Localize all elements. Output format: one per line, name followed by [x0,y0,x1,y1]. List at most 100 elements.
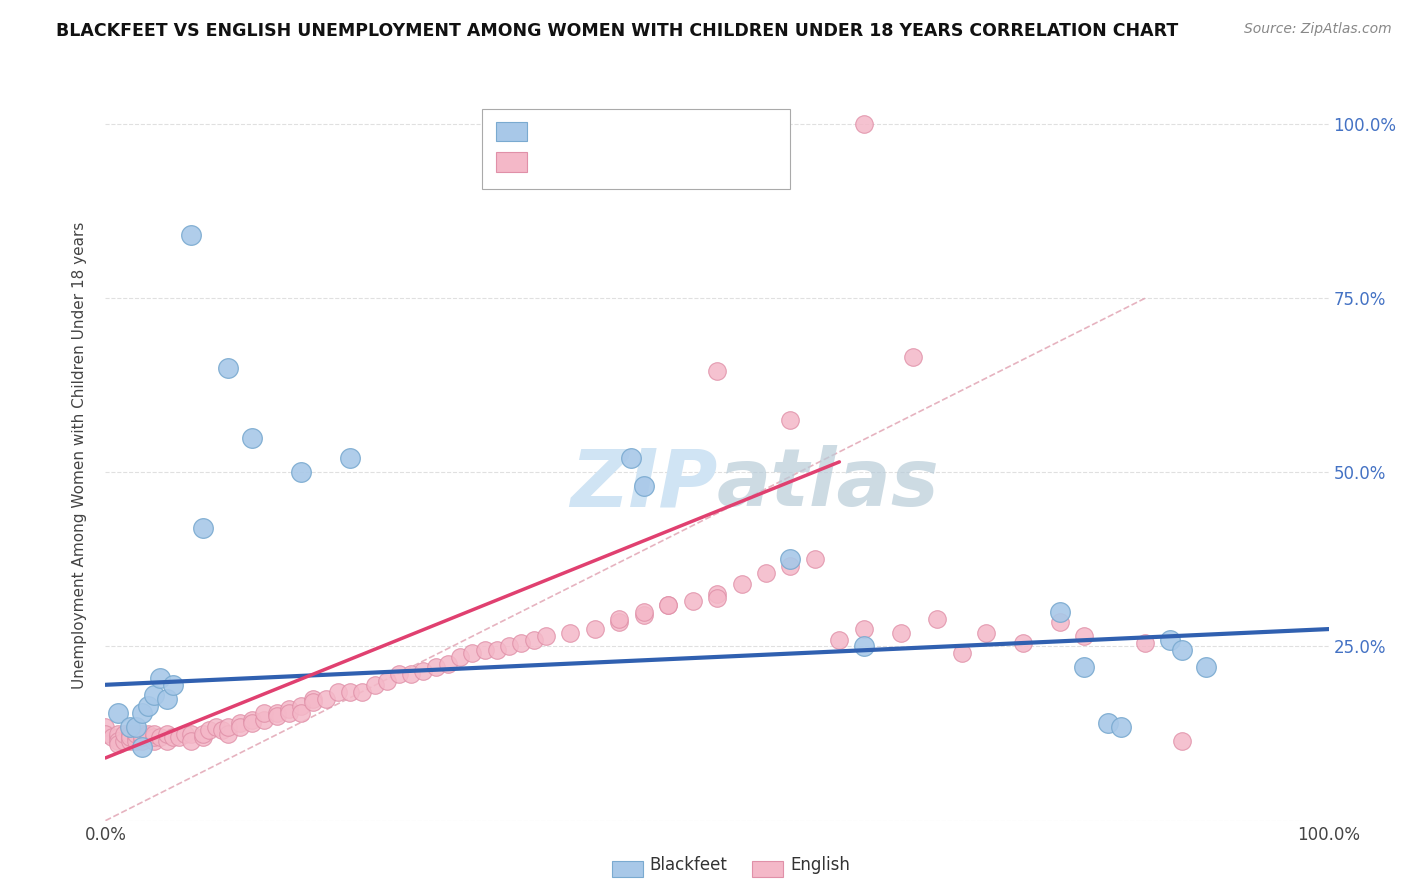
Point [180,228,202,243]
Point [290,698,312,713]
Point [112,726,135,740]
Point [889,625,911,640]
Point [633,605,655,619]
Point [211,723,233,737]
Point [107,733,129,747]
Point [229,716,252,731]
Point [149,671,172,685]
Point [193,521,215,535]
Point [315,691,337,706]
Point [339,685,361,699]
Text: atlas: atlas [717,445,939,524]
Point [852,640,875,654]
Point [804,552,827,566]
Point [583,622,606,636]
Point [240,716,263,731]
Point [339,451,361,466]
Point [107,706,129,720]
Point [1073,629,1095,643]
Point [706,587,728,601]
Point [560,625,582,640]
Point [1073,660,1095,674]
Point [131,706,153,720]
Point [253,713,276,727]
Point [229,720,252,734]
Point [510,636,533,650]
Point [1097,716,1119,731]
Point [156,726,179,740]
Point [193,726,215,740]
Point [1171,733,1194,747]
Point [302,691,325,706]
Point [363,678,385,692]
Point [620,451,643,466]
Point [706,364,728,378]
Point [828,632,851,647]
Point [143,733,166,747]
Point [375,674,398,689]
Text: English: English [790,856,851,874]
Point [352,685,374,699]
Point [143,688,166,702]
Point [326,685,349,699]
Point [136,698,159,713]
Point [198,723,221,737]
Point [1171,643,1194,657]
Point [1011,636,1033,650]
Point [474,643,496,657]
Point [118,730,141,744]
Point [1133,636,1156,650]
Text: ZIP: ZIP [569,445,717,524]
Point [657,598,679,612]
Point [633,608,655,623]
Point [927,612,949,626]
Point [266,706,288,720]
Point [485,643,508,657]
Point [143,730,166,744]
Point [449,649,471,664]
Point [1159,632,1181,647]
Point [779,559,801,574]
Point [131,726,153,740]
Point [755,566,778,581]
Point [253,706,276,720]
Point [136,730,159,744]
Point [498,640,520,654]
Point [125,726,148,740]
Point [682,594,704,608]
Point [779,552,801,566]
Point [118,733,141,747]
Point [852,622,875,636]
Point [302,695,325,709]
Point [633,479,655,493]
Point [278,706,301,720]
Point [100,730,122,744]
Point [217,720,239,734]
Point [125,730,148,744]
Point [290,706,312,720]
Point [1049,615,1071,629]
Point [730,576,752,591]
Point [112,733,135,747]
Point [217,726,239,740]
Point [174,726,197,740]
Point [290,466,312,480]
Point [607,615,630,629]
Point [534,629,557,643]
Text: R =  0.578   N =  105: R = 0.578 N = 105 [536,158,745,177]
Point [278,702,301,716]
Point [131,733,153,747]
Y-axis label: Unemployment Among Women with Children Under 18 years: Unemployment Among Women with Children U… [72,221,87,689]
Text: Source: ZipAtlas.com: Source: ZipAtlas.com [1244,22,1392,37]
Point [118,720,141,734]
Point [94,720,117,734]
Point [156,733,179,747]
Point [204,720,226,734]
Point [1195,660,1218,674]
Point [162,678,184,692]
Point [388,667,411,681]
Point [131,740,153,755]
Point [143,726,166,740]
Point [240,713,263,727]
Point [118,730,141,744]
